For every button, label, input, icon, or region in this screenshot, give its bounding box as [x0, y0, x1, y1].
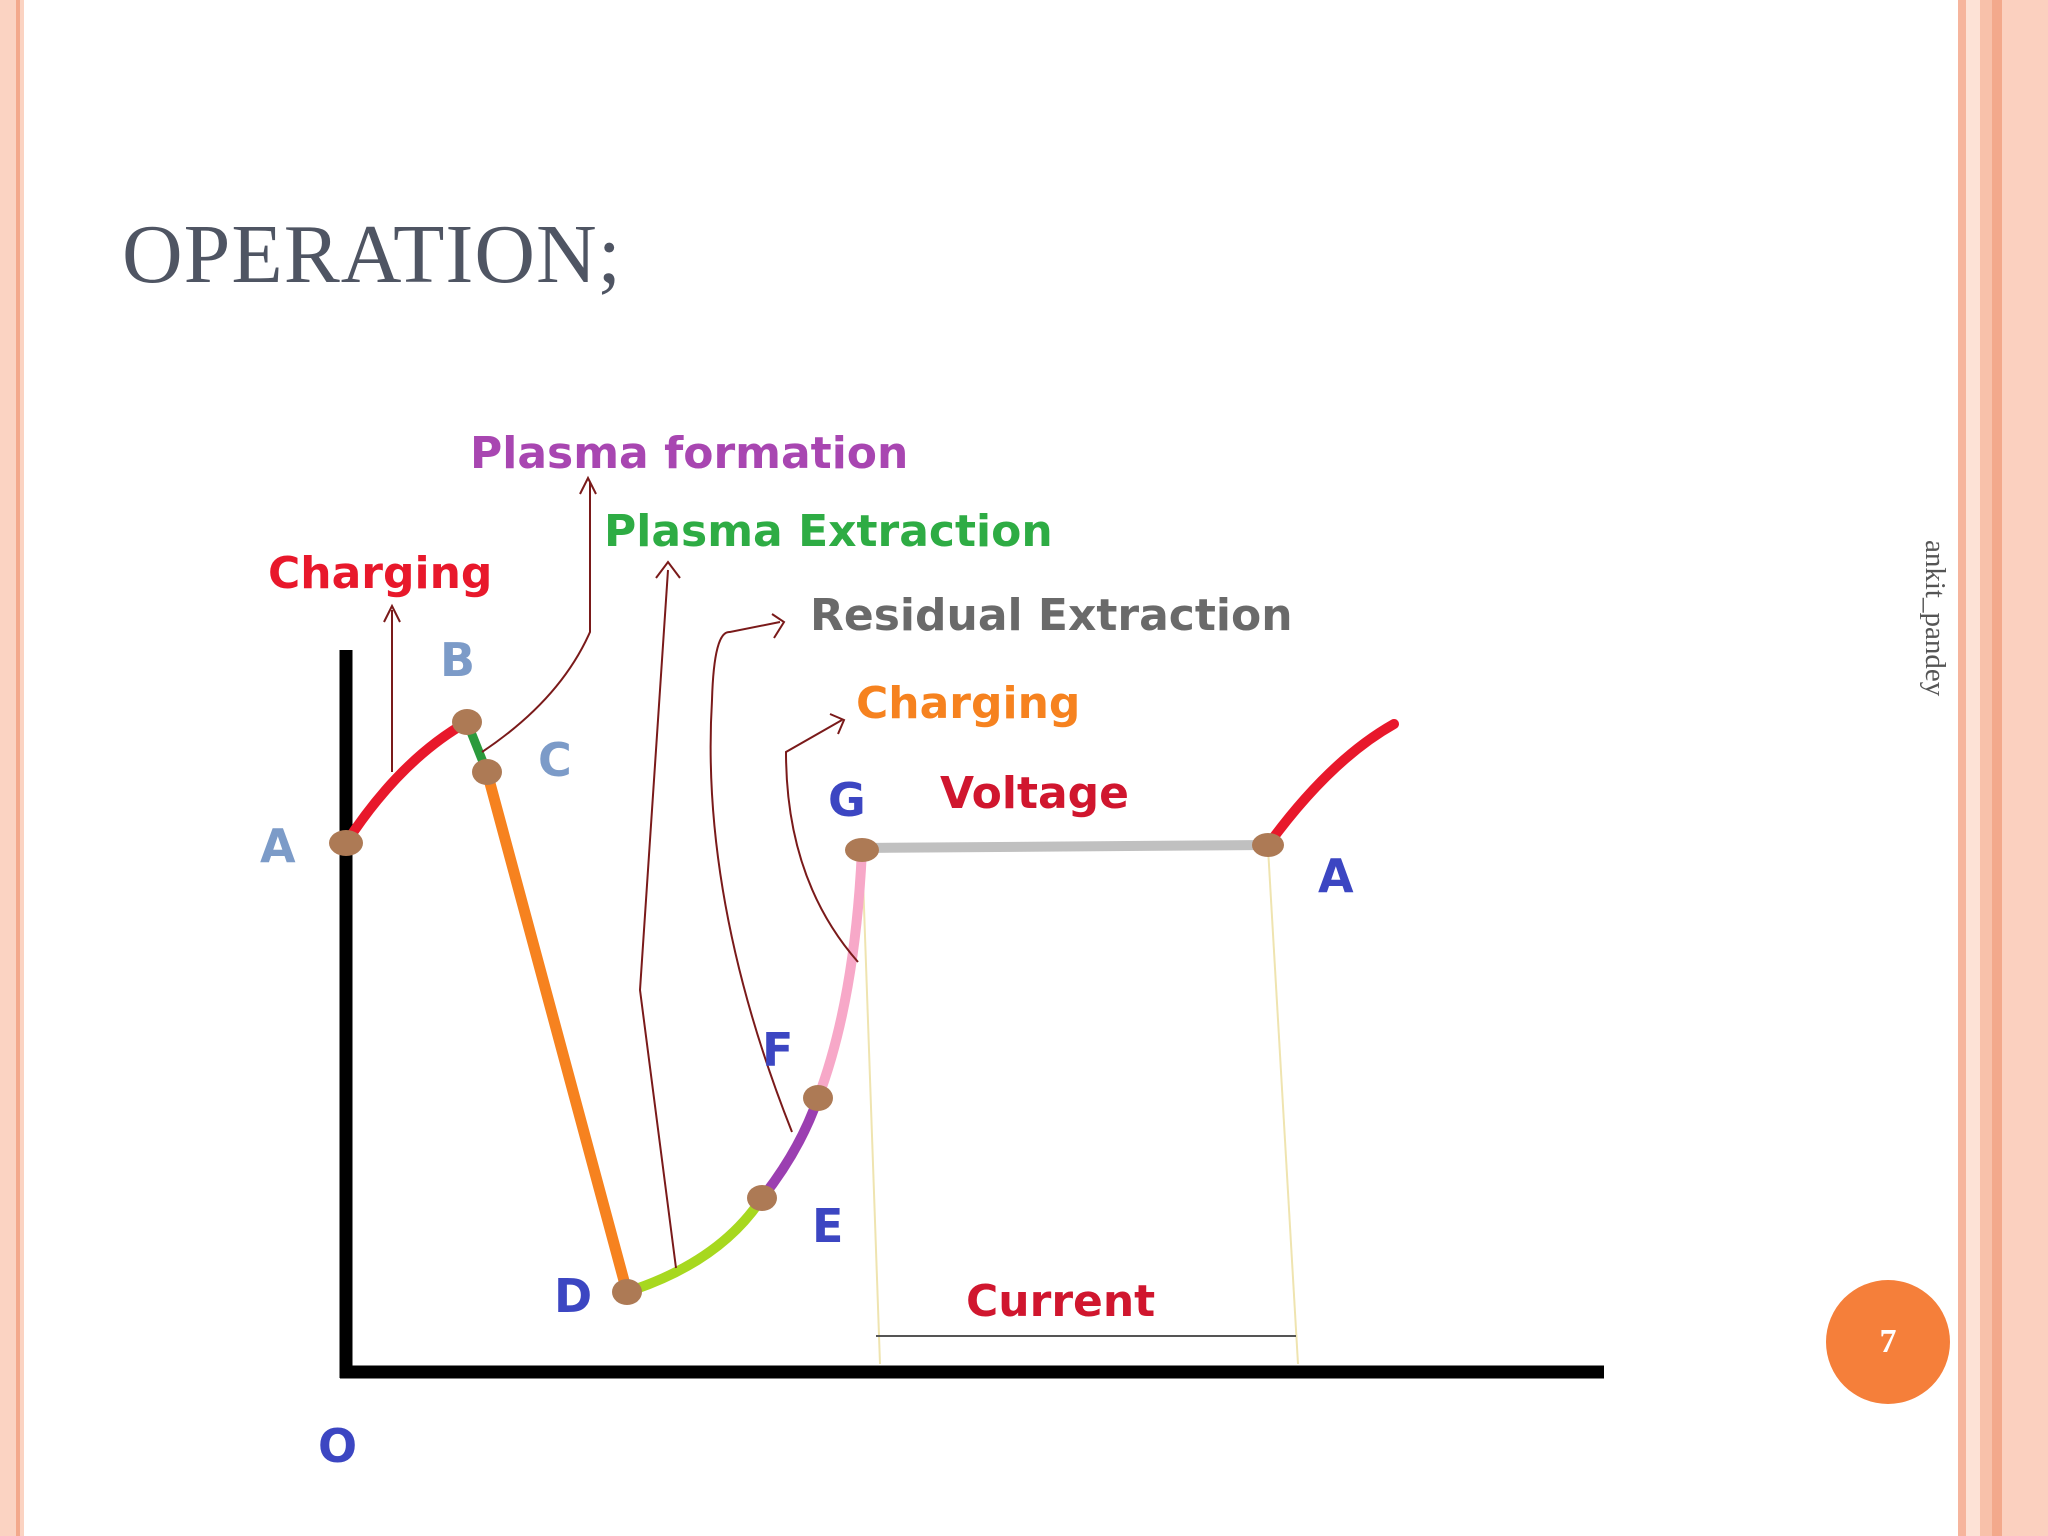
- right-border-stripe: [1958, 0, 1966, 1536]
- point-dot-d: [612, 1279, 642, 1305]
- plasma-extraction-curve-de: [625, 1195, 767, 1297]
- slide-title: OPERATION;: [122, 208, 623, 301]
- charging-curve-fg: [813, 849, 867, 1100]
- arrow-plasma-extraction: [638, 560, 681, 1269]
- right-border-stripe: [2002, 0, 2048, 1536]
- point-dot-b: [452, 709, 482, 735]
- label-voltage: Voltage: [940, 768, 1129, 819]
- arrow-charging-2: [784, 713, 859, 963]
- point-dot-g: [845, 838, 879, 862]
- point-label-a-repeat: A: [1318, 849, 1354, 903]
- point-label-f: F: [762, 1023, 793, 1077]
- point-dot-a: [329, 830, 363, 856]
- projection-line-right: [1267, 847, 1299, 1365]
- projection-line-left: [861, 849, 881, 1365]
- voltage-line-ga: [861, 840, 1269, 853]
- left-border: [0, 0, 24, 1536]
- arrow-charging: [383, 603, 401, 772]
- label-current: Current: [966, 1276, 1155, 1327]
- point-dot-a-repeat: [1252, 833, 1284, 857]
- left-border-stripe: [16, 0, 20, 1536]
- point-label-e: E: [812, 1199, 843, 1253]
- right-border-stripe: [1980, 0, 1992, 1536]
- point-label-a: A: [260, 819, 296, 873]
- label-charging-2: Charging: [856, 678, 1080, 729]
- label-plasma-extraction: Plasma Extraction: [604, 506, 1053, 557]
- point-label-d: D: [554, 1269, 592, 1323]
- residual-extraction-curve-ef: [758, 1096, 823, 1202]
- label-charging-1: Charging: [268, 548, 492, 599]
- right-border-stripe: [1992, 0, 2002, 1536]
- point-dot-f: [803, 1085, 833, 1111]
- page-number-badge: 7: [1826, 1280, 1950, 1404]
- point-label-origin: O: [318, 1419, 357, 1473]
- fall-curve-cd: [481, 766, 633, 1298]
- label-plasma-formation: Plasma formation: [470, 428, 908, 479]
- point-dot-c: [472, 759, 502, 785]
- arrow-residual-extraction: [709, 613, 793, 1133]
- author-watermark: ankit_pandey: [1919, 540, 1951, 697]
- charging-curve-a-repeat: [1263, 719, 1399, 850]
- point-label-c: C: [538, 733, 572, 787]
- charging-curve-ab: [341, 717, 472, 848]
- point-label-g: G: [828, 773, 866, 827]
- arrow-plasma-formation: [481, 475, 597, 753]
- label-residual-extraction: Residual Extraction: [810, 590, 1293, 641]
- point-dot-e: [747, 1185, 777, 1211]
- right-border-stripe: [1966, 0, 1980, 1536]
- point-label-b: B: [440, 633, 475, 687]
